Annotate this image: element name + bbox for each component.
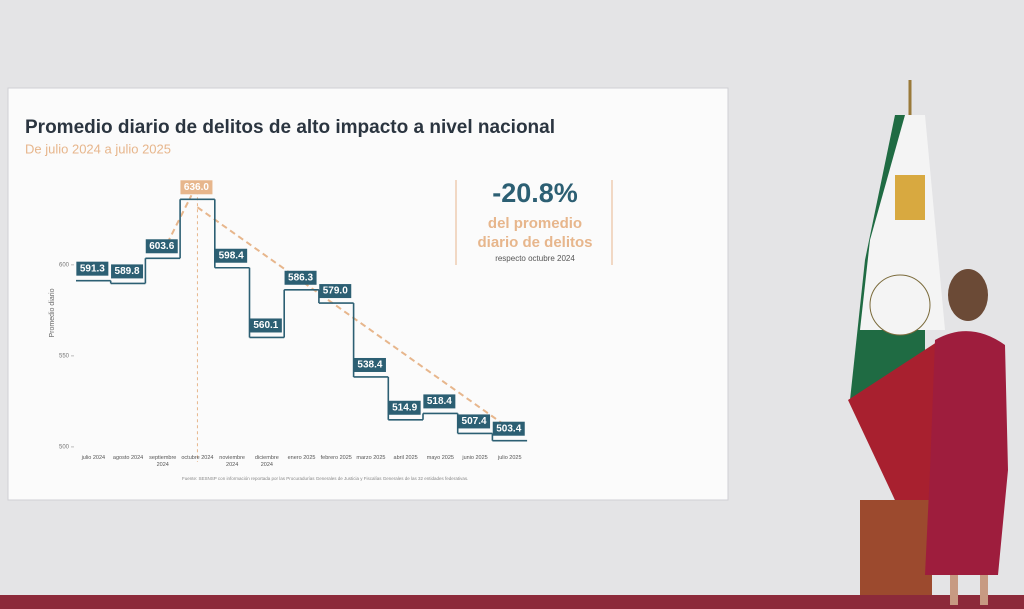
value-label: 586.3 xyxy=(288,272,313,283)
person-head xyxy=(948,269,988,321)
value-label: 560.1 xyxy=(253,320,278,331)
x-tick-label: marzo 2025 xyxy=(356,455,386,461)
value-label-box xyxy=(423,394,456,409)
value-label-box xyxy=(492,421,525,436)
annotation-value: -20.8% xyxy=(492,178,578,208)
x-tick-label: septiembre 2024 xyxy=(149,455,177,468)
value-label-box xyxy=(319,284,352,299)
value-label-box xyxy=(180,180,213,195)
x-tick-label: julio 2025 xyxy=(497,455,522,461)
value-label: 636.0 xyxy=(184,182,209,193)
y-tick-label: 550 xyxy=(59,353,70,359)
floor-strip xyxy=(0,595,1024,609)
y-axis-title: Promedio diario xyxy=(49,288,56,337)
value-label-box xyxy=(111,264,144,279)
value-label: 503.4 xyxy=(496,423,521,434)
value-label: 603.6 xyxy=(149,241,174,252)
person-leg xyxy=(980,575,988,605)
value-label-box xyxy=(284,270,317,285)
value-label: 507.4 xyxy=(462,416,487,427)
x-tick-label: diciembre 2024 xyxy=(254,455,279,468)
annotation-text: del promedio xyxy=(488,215,582,232)
person-body xyxy=(925,331,1008,575)
value-label: 598.4 xyxy=(219,250,244,261)
annotation-text: diario de delitos xyxy=(477,234,592,251)
flag-emblem xyxy=(869,274,931,336)
flag-red xyxy=(848,340,945,500)
chart-subtitle: De julio 2024 a julio 2025 xyxy=(25,141,171,156)
value-label: 589.8 xyxy=(115,266,140,277)
value-label: 518.4 xyxy=(427,396,452,407)
flag-tassel xyxy=(895,175,925,220)
chart-title: Promedio diario de delitos de alto impac… xyxy=(25,117,555,138)
x-tick-label: octubre 2024 xyxy=(181,455,214,461)
x-tick-label: mayo 2025 xyxy=(426,455,454,461)
annotation-note: respecto octubre 2024 xyxy=(495,254,575,263)
value-label-box xyxy=(249,318,282,333)
x-tick-label: julio 2024 xyxy=(81,455,106,461)
x-tick-label: junio 2025 xyxy=(462,455,488,461)
value-label-box xyxy=(458,414,491,429)
x-tick-label: noviembre 2024 xyxy=(219,455,245,468)
x-tick-label: agosto 2024 xyxy=(112,455,144,461)
y-tick-label: 600 xyxy=(59,262,70,268)
value-label: 579.0 xyxy=(323,286,348,297)
x-tick-label: febrero 2025 xyxy=(320,455,352,461)
value-label-box xyxy=(388,400,421,415)
value-label-box xyxy=(76,261,109,276)
value-label-box xyxy=(145,239,178,254)
flag-white xyxy=(860,115,945,330)
x-tick-label: abril 2025 xyxy=(393,455,418,461)
screen xyxy=(7,87,729,501)
value-label: 538.4 xyxy=(357,360,382,371)
y-tick-label: 500 xyxy=(59,444,70,450)
x-tick-label: enero 2025 xyxy=(287,455,316,461)
flag-base xyxy=(860,500,932,595)
source-note: Fuente: SESNSP con información reportada… xyxy=(182,476,468,481)
value-label: 591.3 xyxy=(80,263,105,274)
value-label-box xyxy=(353,357,386,372)
value-label-box xyxy=(215,248,248,263)
value-label: 514.9 xyxy=(392,402,417,413)
person-leg xyxy=(950,575,958,605)
